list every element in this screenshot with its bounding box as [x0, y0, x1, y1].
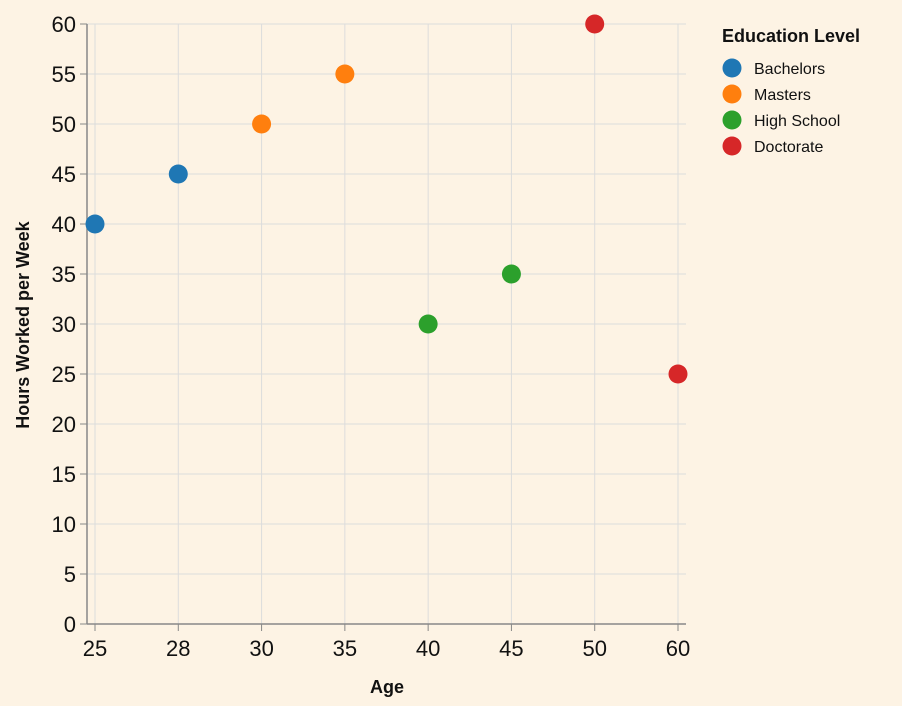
- legend-label: Bachelors: [754, 61, 825, 78]
- x-tick-label: 35: [333, 636, 357, 661]
- y-tick-label: 55: [52, 62, 76, 87]
- y-tick-label: 50: [52, 112, 76, 137]
- legend-swatch: [722, 110, 742, 130]
- legend-label: Doctorate: [754, 139, 823, 156]
- data-point: [418, 314, 438, 334]
- legend-swatch: [722, 58, 742, 78]
- legend-label: Masters: [754, 87, 811, 104]
- y-tick-label: 25: [52, 362, 76, 387]
- x-tick-label: 30: [249, 636, 273, 661]
- y-tick-label: 10: [52, 512, 76, 537]
- y-tick-label: 20: [52, 412, 76, 437]
- legend-label: High School: [754, 113, 840, 130]
- data-point: [501, 264, 521, 284]
- x-axis-ticks: 25 28 30 35 40 45 50 60: [83, 624, 690, 661]
- x-axis-title: Age: [370, 677, 404, 697]
- y-tick-label: 45: [52, 162, 76, 187]
- x-tick-label: 50: [582, 636, 606, 661]
- data-points: [85, 14, 688, 384]
- y-tick-label: 0: [64, 612, 76, 637]
- y-tick-label: 40: [52, 212, 76, 237]
- x-tick-label: 60: [666, 636, 690, 661]
- legend: Education Level Bachelors Masters High Sch…: [722, 26, 860, 156]
- y-tick-label: 30: [52, 312, 76, 337]
- y-tick-label: 35: [52, 262, 76, 287]
- data-point: [668, 364, 688, 384]
- y-axis-ticks: 0 5 10 15 20 25 30 35 40 45 50 55 60: [52, 12, 87, 637]
- data-point: [168, 164, 188, 184]
- x-tick-label: 40: [416, 636, 440, 661]
- y-tick-label: 60: [52, 12, 76, 37]
- gridlines: [87, 23, 686, 625]
- y-tick-label: 5: [64, 562, 76, 587]
- x-tick-label: 28: [166, 636, 190, 661]
- data-point: [252, 114, 272, 134]
- legend-title: Education Level: [722, 26, 860, 46]
- data-point: [335, 64, 355, 84]
- x-tick-label: 45: [499, 636, 523, 661]
- y-axis-title: Hours Worked per Week: [13, 220, 33, 428]
- legend-swatch: [722, 84, 742, 104]
- x-tick-label: 25: [83, 636, 107, 661]
- data-point: [85, 214, 105, 234]
- y-tick-label: 15: [52, 462, 76, 487]
- legend-swatch: [722, 136, 742, 156]
- data-point: [585, 14, 605, 34]
